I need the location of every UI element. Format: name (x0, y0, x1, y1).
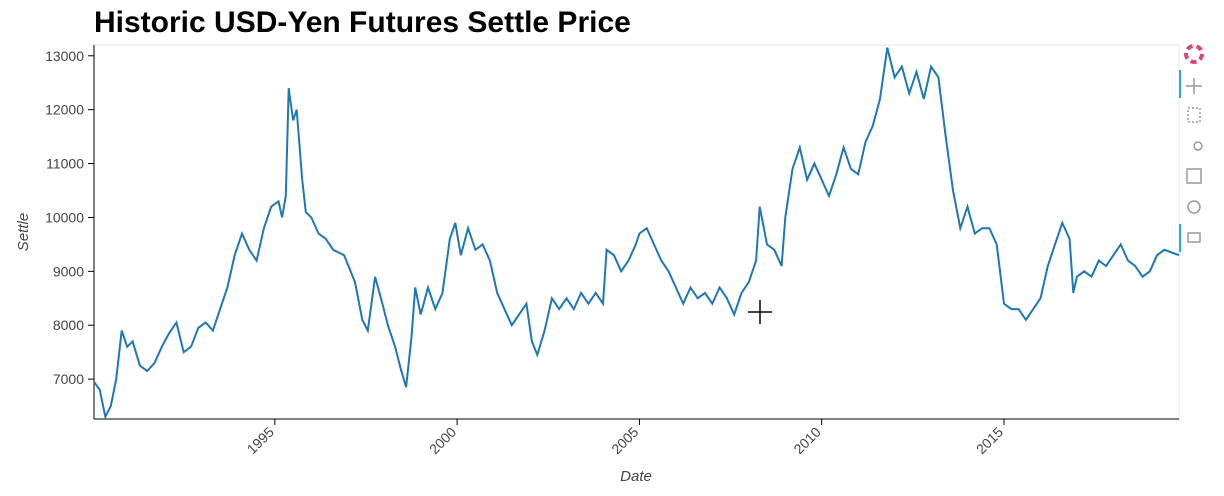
active-marker (1179, 70, 1181, 98)
y-tick-label: 11000 (46, 156, 84, 172)
reset-tool[interactable] (1187, 200, 1201, 214)
save-tool[interactable] (1186, 168, 1202, 184)
box-zoom-tool[interactable] (1187, 107, 1201, 123)
x-axis-label: Date (620, 468, 652, 485)
x-tick-label: 2010 (790, 424, 823, 457)
y-tick-label: 12000 (45, 102, 84, 118)
y-axis-label: Settle (15, 213, 32, 251)
toolbar (1179, 44, 1204, 252)
pan-tool[interactable] (1186, 78, 1202, 94)
hover-tool[interactable] (1187, 232, 1201, 243)
wheel-zoom-tool[interactable] (1193, 141, 1203, 151)
y-tick-label: 7000 (53, 371, 84, 387)
x-tick-label: 2005 (608, 424, 641, 457)
x-tick-label: 2015 (973, 424, 1006, 457)
crosshair (748, 300, 772, 324)
line (93, 47, 1180, 420)
y-tick-label: 9000 (53, 263, 84, 279)
x-tick-label: 2000 (426, 424, 459, 457)
y-tick-label: 10000 (45, 209, 84, 225)
x-tick-label: 1995 (244, 424, 277, 457)
y-tick-label: 13000 (45, 48, 84, 64)
plot-frame (93, 44, 1180, 420)
chart-title: Historic USD-Yen Futures Settle Price (94, 6, 631, 39)
logo (1184, 44, 1204, 64)
active-marker (1179, 224, 1181, 252)
y-tick-label: 8000 (53, 317, 84, 333)
